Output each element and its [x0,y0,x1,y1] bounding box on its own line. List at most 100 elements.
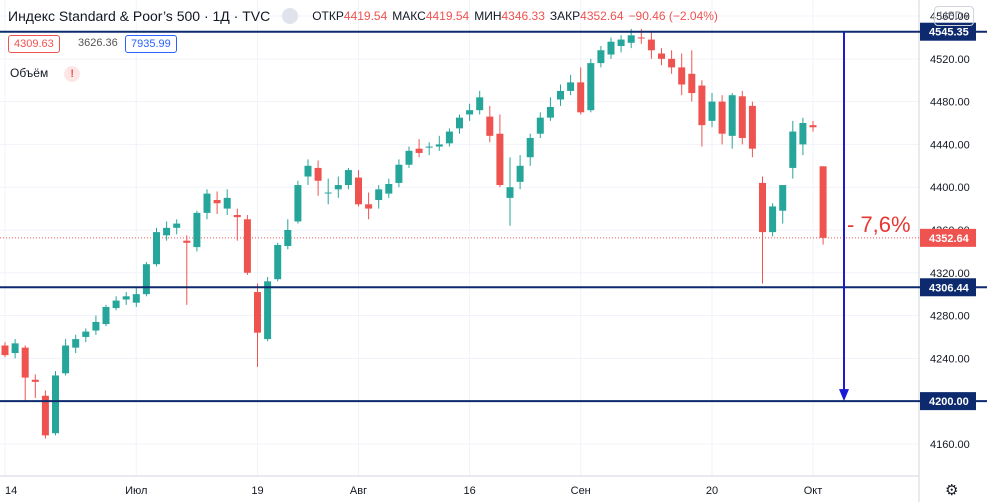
price-tick-label: 4160.00 [930,439,970,451]
candle-body [72,339,80,348]
level-price-label: 4306.44 [929,282,970,294]
symbol-title[interactable]: Индекс Standard & Poor’s 500 · 1Д · TVC [8,8,271,24]
price-tick-label: 4520.00 [930,54,970,66]
candle-body [1,345,9,356]
time-tick-label: Июл [125,485,147,497]
candle-body [365,204,373,209]
candle-body [557,90,564,100]
candle-body [163,227,171,236]
candle-body [526,137,534,158]
candle-body [759,182,766,233]
time-tick-label: Сен [571,485,591,497]
low-value: 4346.33 [501,9,545,23]
percent-annotation: - 7,6% [847,212,911,237]
open-label: ОТКР [312,9,344,23]
price-tick-label: 4440.00 [930,139,970,151]
candle-body [456,117,463,129]
candle-body [819,166,827,238]
candle-body [678,67,686,85]
level-price-box [920,278,976,297]
candle-body [607,41,615,55]
candle-body [728,95,736,136]
price-tick-label: 4280.00 [930,311,970,323]
warning-icon[interactable]: ! [64,66,81,82]
candle-body [425,146,433,148]
change-value: −90.46 (−2.04%) [628,9,718,23]
volume-label: Объём [10,66,49,80]
candle-body [183,240,191,243]
candle-body [597,50,605,64]
candle-body [243,219,251,273]
candle-body [708,101,716,121]
time-tick-label: 16 [463,485,475,497]
candle-body [82,331,90,337]
candle-body [92,321,100,331]
open-value: 4419.54 [343,9,388,23]
candle-body [102,306,110,325]
candle-body [587,63,595,111]
spread-value: 3626.36 [78,37,118,49]
level-price-box [920,392,976,411]
candle-body [355,177,362,205]
candle-body [738,96,746,138]
price-tick-label: 4560.00 [930,11,970,23]
high-label: МАКС [392,9,426,23]
currency-selector[interactable]: USD ▾ [934,6,974,26]
candle-body [577,82,585,113]
candle-body [173,223,181,228]
level-price-label: 4545.35 [929,27,969,39]
price-tick-label: 4400.00 [930,182,970,194]
volume-indicator[interactable]: Объём! [10,66,81,82]
candle-body [445,131,453,144]
candle-body [132,294,140,303]
candle-body [385,183,393,194]
candle-body [637,37,645,39]
candle-body [496,133,504,186]
candle-body [62,345,70,374]
candle-body [153,232,160,265]
candle-body [314,167,322,181]
candle-body [203,193,211,213]
candle-body [294,185,302,222]
gear-icon[interactable]: ⚙ [945,482,959,499]
candle-body [647,39,655,51]
candle-body [405,150,413,165]
arrow-head [839,389,849,402]
candle-body [375,189,383,201]
chart-header: Индекс Standard & Poor’s 500 · 1Д · TVC … [8,8,723,24]
candle-body [779,185,787,211]
candle-body [799,123,807,145]
buy-price-box[interactable]: 7935.99 [125,35,177,53]
visibility-toggle-icon[interactable] [282,8,299,24]
level-price-label: 4200.00 [929,396,969,408]
candle-body [658,53,665,59]
candle-body [223,197,231,209]
candle-body [567,82,575,91]
candle-body [769,206,777,233]
close-value: 4352.64 [580,9,624,23]
candle-body [213,200,221,204]
candle-body [476,97,484,111]
candle-body [809,125,817,128]
candle-body [688,73,696,94]
price-tick-label: 4240.00 [930,353,970,365]
time-tick-label: 19 [251,485,263,497]
candle-body [668,58,676,68]
candle-body [11,343,19,353]
candle-body [274,244,282,280]
candle-body [324,192,332,194]
candle-body [52,375,59,434]
time-tick-label: 20 [706,485,718,497]
candle-body [21,347,29,378]
candle-body [415,148,423,153]
time-tick-label: Авг [350,485,367,497]
candle-body [41,395,49,436]
sell-price-box[interactable]: 4309.63 [8,35,60,53]
candle-body [193,212,201,248]
time-tick-label: 14 [5,485,17,497]
candle-body [516,165,524,182]
candle-body [233,215,241,218]
candle-body [718,101,726,134]
candle-body [627,35,635,43]
